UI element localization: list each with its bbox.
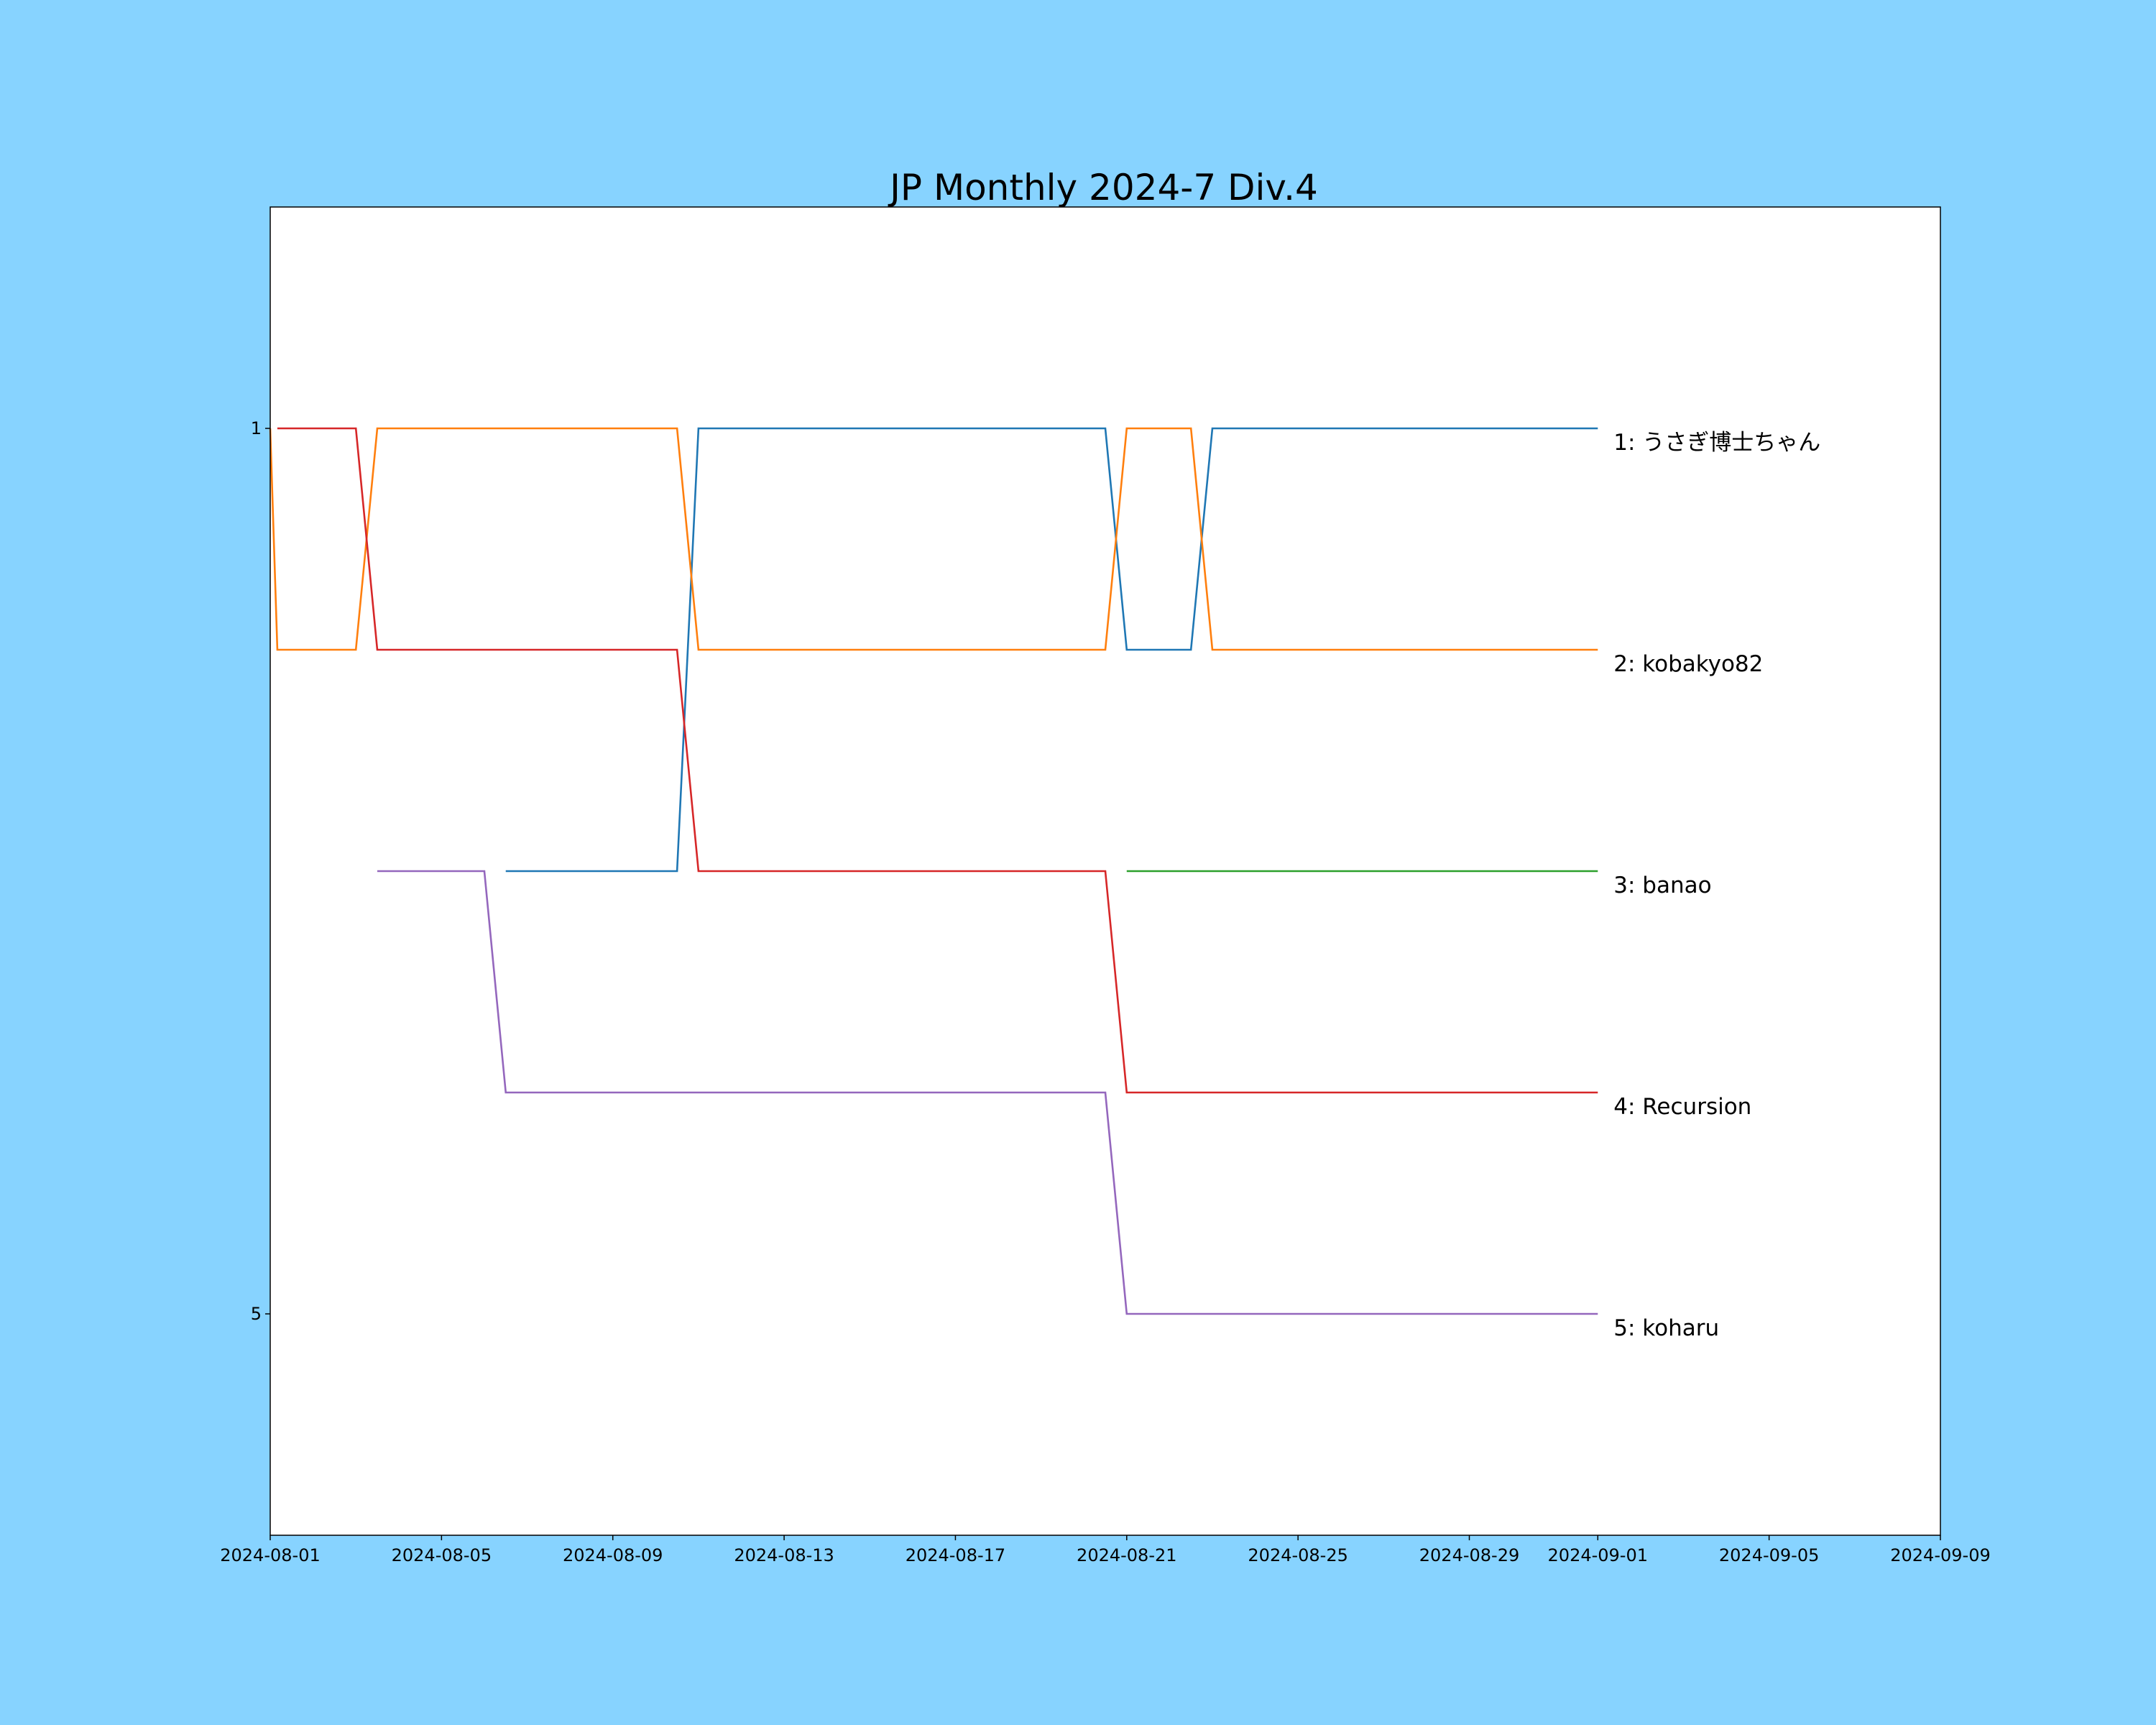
- x-tick-label-7: 2024-08-25: [1248, 1545, 1348, 1565]
- end-label-layer: 1: うさぎ博士ちゃん 2: kobakyo82 3: banao 4: Recurs…: [1613, 430, 1820, 1341]
- end-label-5: 5: koharu: [1613, 1315, 1719, 1341]
- x-tick-label-3: 2024-08-09: [563, 1545, 663, 1565]
- x-tick-label-11: 2024-09-09: [1890, 1545, 1990, 1565]
- x-tick-label-1: 2024-08-01: [220, 1545, 320, 1565]
- series-layer: [269, 427, 1598, 1315]
- x-tick-label-10: 2024-09-05: [1719, 1545, 1819, 1565]
- end-label-4: 4: Recursion: [1613, 1094, 1751, 1120]
- y-tick-label-1: 1: [251, 418, 262, 438]
- series-line-2: [269, 427, 1598, 651]
- x-tick-label-4: 2024-08-13: [734, 1545, 834, 1565]
- y-tick-label-2: 5: [251, 1304, 262, 1324]
- end-label-1: 1: うさぎ博士ちゃん: [1613, 430, 1820, 456]
- x-tick-label-5: 2024-08-17: [906, 1545, 1005, 1565]
- x-axis: 2024-08-01 2024-08-05 2024-08-09 2024-08-13…: [220, 1535, 1991, 1565]
- series-line-5: [377, 870, 1598, 1315]
- end-label-3: 3: banao: [1613, 873, 1711, 898]
- x-tick-label-2: 2024-08-05: [392, 1545, 492, 1565]
- x-tick-label-6: 2024-08-21: [1077, 1545, 1176, 1565]
- end-label-2: 2: kobakyo82: [1613, 651, 1763, 677]
- plot-frame: [270, 206, 1941, 1536]
- x-tick-label-8: 2024-08-29: [1419, 1545, 1519, 1565]
- series-line-4: [277, 427, 1598, 1094]
- chart-title: JP Monthly 2024-7 Div.4: [888, 167, 1318, 208]
- x-tick-label-9: 2024-09-01: [1548, 1545, 1648, 1565]
- y-axis: 15: [251, 418, 270, 1324]
